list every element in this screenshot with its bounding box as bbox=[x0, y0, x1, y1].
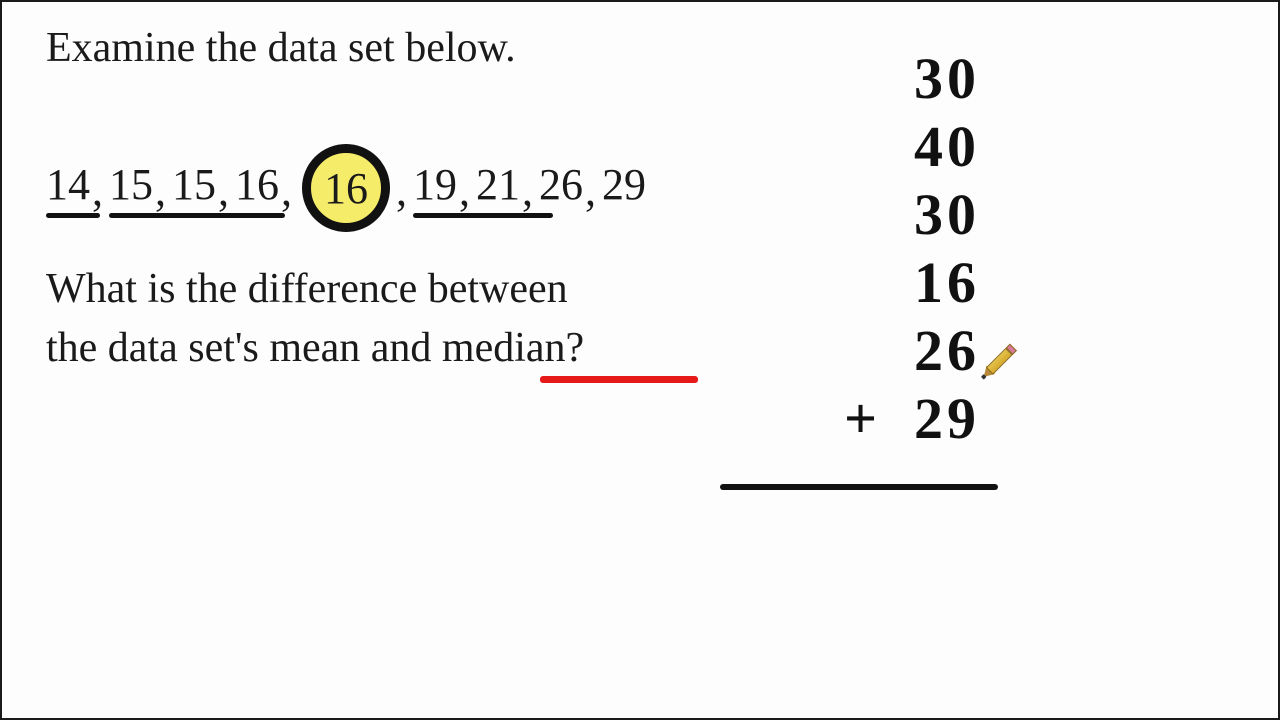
separator-comma: , bbox=[218, 165, 229, 216]
data-value: 15 bbox=[172, 159, 216, 210]
plus-sign: + bbox=[844, 386, 881, 453]
data-value: 21 bbox=[476, 159, 520, 210]
separator-comma: , bbox=[459, 165, 470, 216]
addition-sum-line bbox=[720, 484, 998, 490]
addition-column: 304030162629+ bbox=[914, 46, 980, 454]
separator-comma: , bbox=[281, 165, 292, 216]
separator-comma: , bbox=[522, 165, 533, 216]
question-line-1: What is the difference between bbox=[46, 260, 584, 319]
data-value: 14 bbox=[46, 159, 90, 210]
data-set-list: 14,15,15,16,16,19,21,26,29 bbox=[46, 140, 646, 228]
addition-row: 40 bbox=[914, 114, 980, 182]
addition-row: 16 bbox=[914, 250, 980, 318]
question-text: What is the difference between the data … bbox=[46, 260, 584, 378]
data-value: 16 bbox=[235, 159, 279, 210]
data-value: 26 bbox=[539, 159, 583, 210]
separator-comma: , bbox=[92, 165, 103, 216]
data-value: 29 bbox=[602, 159, 646, 210]
separator-comma: , bbox=[396, 165, 407, 216]
separator-comma: , bbox=[155, 165, 166, 216]
addition-row: 26 bbox=[914, 318, 980, 386]
addition-row: 29+ bbox=[914, 386, 980, 454]
addition-row: 30 bbox=[914, 182, 980, 250]
data-value: 15 bbox=[109, 159, 153, 210]
instruction-title: Examine the data set below. bbox=[46, 24, 516, 72]
data-value: 19 bbox=[413, 159, 457, 210]
data-value: 16 bbox=[324, 163, 368, 214]
question-line-2: the data set's mean and median? bbox=[46, 319, 584, 378]
addition-row: 30 bbox=[914, 46, 980, 114]
separator-comma: , bbox=[585, 165, 596, 216]
circled-median-value: 16 bbox=[302, 144, 390, 232]
median-red-underline bbox=[540, 376, 698, 383]
pairing-underline bbox=[235, 213, 285, 218]
